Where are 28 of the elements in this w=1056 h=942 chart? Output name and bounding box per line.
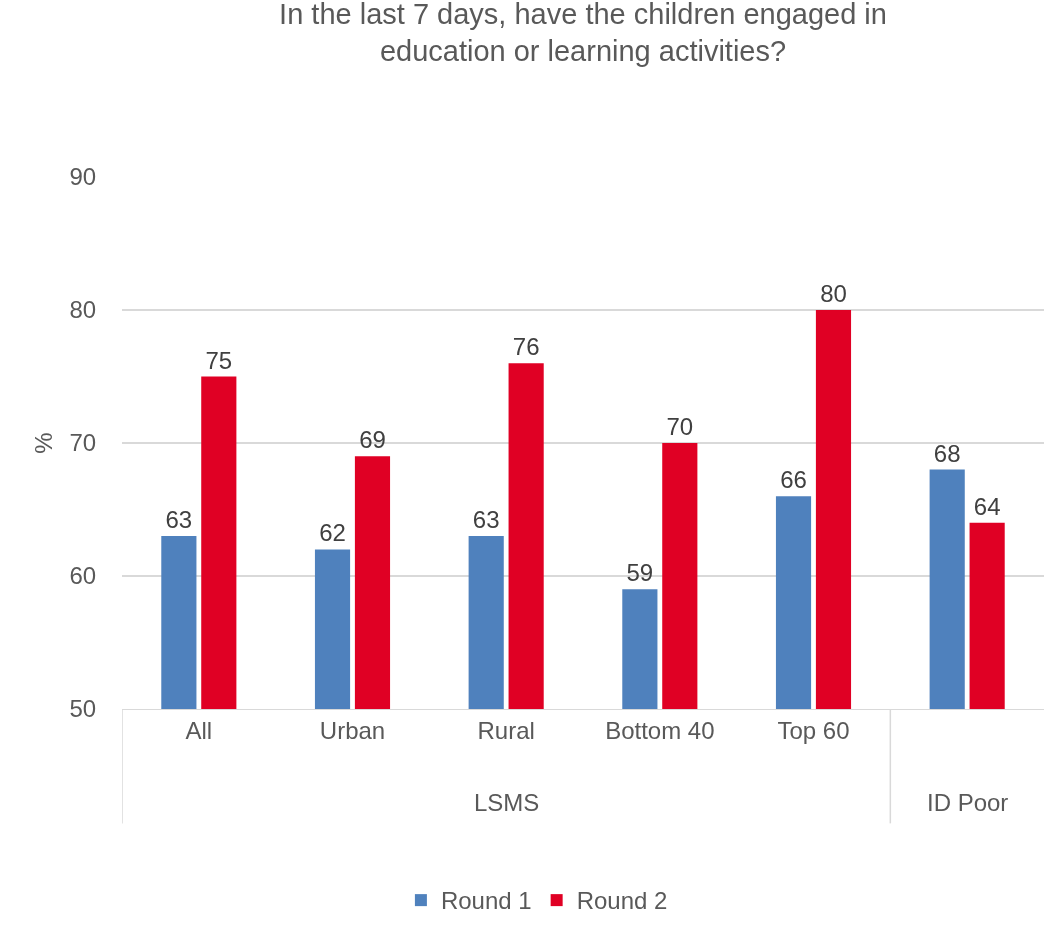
text: LSMS <box>474 789 540 816</box>
data-label: 59 <box>626 559 654 587</box>
y-tick-label: 90 <box>69 163 97 191</box>
y-axis-title: % <box>29 432 57 454</box>
data-label: 68 <box>933 439 961 467</box>
data-label: 63 <box>165 506 193 534</box>
legend-label: Round 1 <box>440 887 532 915</box>
y-tick-label: 50 <box>69 695 97 723</box>
x-tick-label: Urban <box>319 716 386 744</box>
data-label: 80 <box>820 280 847 307</box>
data-label: 62 <box>319 519 346 547</box>
data-label: 69 <box>359 426 386 454</box>
data-label: 66 <box>780 466 807 494</box>
x-tick-label: Rural <box>477 716 535 744</box>
data-label: 63 <box>472 506 500 534</box>
data-label: 76 <box>512 333 540 361</box>
data-label: 75 <box>205 346 233 374</box>
y-tick-label: 70 <box>69 429 97 457</box>
text: ID Poor <box>927 789 1009 816</box>
data-label: 70 <box>666 413 694 440</box>
y-tick-label: 60 <box>69 562 97 590</box>
legend-label: Round 2 <box>576 887 668 915</box>
data-label: 64 <box>973 492 1001 520</box>
x-tick-label: Bottom 40 <box>605 716 715 744</box>
x-tick-label: All <box>185 716 213 744</box>
chart-title: In the last 7 days, have the children engaged in education or learning activities? <box>279 0 887 68</box>
x-tick-label: Top 60 <box>777 716 850 744</box>
y-tick-label: 80 <box>69 296 97 324</box>
